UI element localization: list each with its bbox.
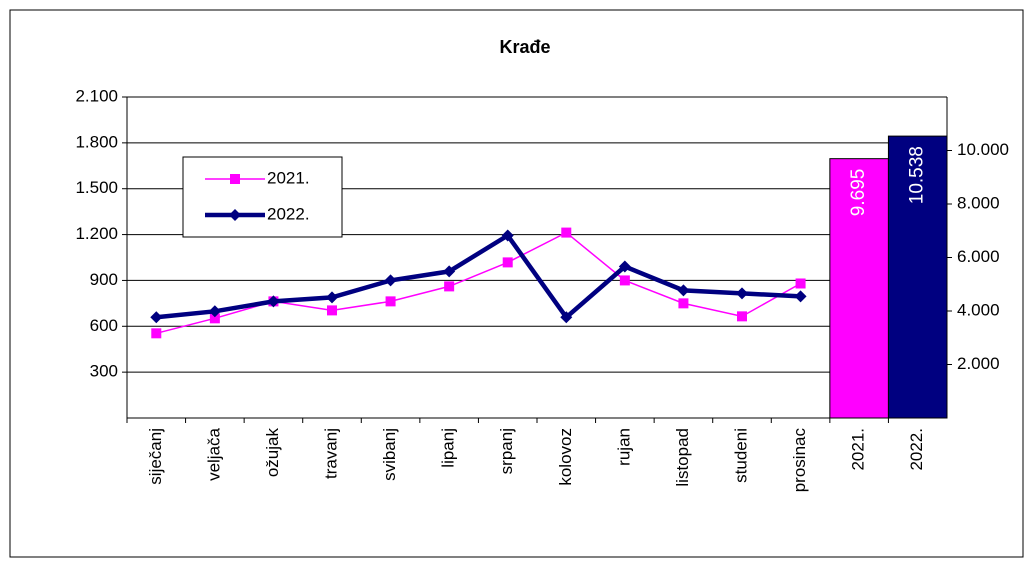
x-tick-label: travanj <box>321 428 340 479</box>
line-marker <box>618 260 631 273</box>
x-tick-label: listopad <box>673 428 692 487</box>
chart-title: Krađe <box>499 37 550 57</box>
x-tick-label: rujan <box>614 428 633 466</box>
line-marker <box>619 275 630 286</box>
y2-tick-label: 4.000 <box>957 300 1000 319</box>
y-tick-label: 900 <box>90 270 118 289</box>
line-marker <box>736 287 748 300</box>
line-marker <box>737 311 747 322</box>
y2-tick-label: 6.000 <box>957 247 1000 266</box>
y-tick-label: 1.200 <box>75 224 118 243</box>
line-marker <box>151 328 162 339</box>
line-marker <box>795 278 806 289</box>
x-tick-label: kolovoz <box>556 428 575 486</box>
x-tick-label: ožujak <box>263 428 282 478</box>
bar <box>887 135 948 419</box>
y-tick-label: 2.100 <box>75 86 118 105</box>
line-series <box>156 232 801 321</box>
y-tick-label: 300 <box>90 362 118 381</box>
x-tick-label: svibanj <box>380 428 399 481</box>
line-marker <box>443 265 456 278</box>
line-marker <box>209 313 220 324</box>
y-tick-label: 600 <box>90 316 118 335</box>
x-tick-label: studeni <box>731 428 750 483</box>
y-tick-label: 1.800 <box>75 132 118 151</box>
x-tick-label: siječanj <box>146 428 165 485</box>
line-marker <box>208 305 221 318</box>
line-marker <box>561 227 572 238</box>
legend-label: 2022. <box>267 204 310 223</box>
x-tick-label: srpanj <box>497 428 516 474</box>
line-marker <box>677 284 690 297</box>
y2-tick-label: 2.000 <box>957 354 1000 373</box>
x-tick-label: lipanj <box>439 428 458 468</box>
x-tick-label: veljača <box>204 427 223 480</box>
x-tick-label: 2021. <box>849 428 868 471</box>
line-marker <box>150 311 163 324</box>
legend-marker <box>230 174 240 184</box>
legend-box <box>182 156 343 238</box>
bar-value-label: 10.538 <box>907 146 928 204</box>
legend-label: 2021. <box>267 168 310 187</box>
x-tick-label: 2022. <box>907 428 926 471</box>
line-marker <box>267 295 280 308</box>
line-marker <box>385 296 396 307</box>
line-marker <box>678 298 689 309</box>
line-marker <box>794 290 807 303</box>
y-tick-label: 1.500 <box>75 178 118 197</box>
bar-value-label: 9.695 <box>848 169 869 217</box>
line-marker <box>444 281 455 292</box>
line-marker <box>384 274 397 287</box>
line-marker <box>326 291 338 304</box>
y2-tick-label: 10.000 <box>957 140 1009 159</box>
line-marker <box>560 311 573 324</box>
y2-tick-label: 8.000 <box>957 193 1000 212</box>
x-tick-label: prosinac <box>790 428 809 493</box>
line-marker <box>327 305 337 316</box>
legend-marker <box>229 209 241 221</box>
line-marker <box>502 257 513 268</box>
line-marker <box>501 229 514 242</box>
